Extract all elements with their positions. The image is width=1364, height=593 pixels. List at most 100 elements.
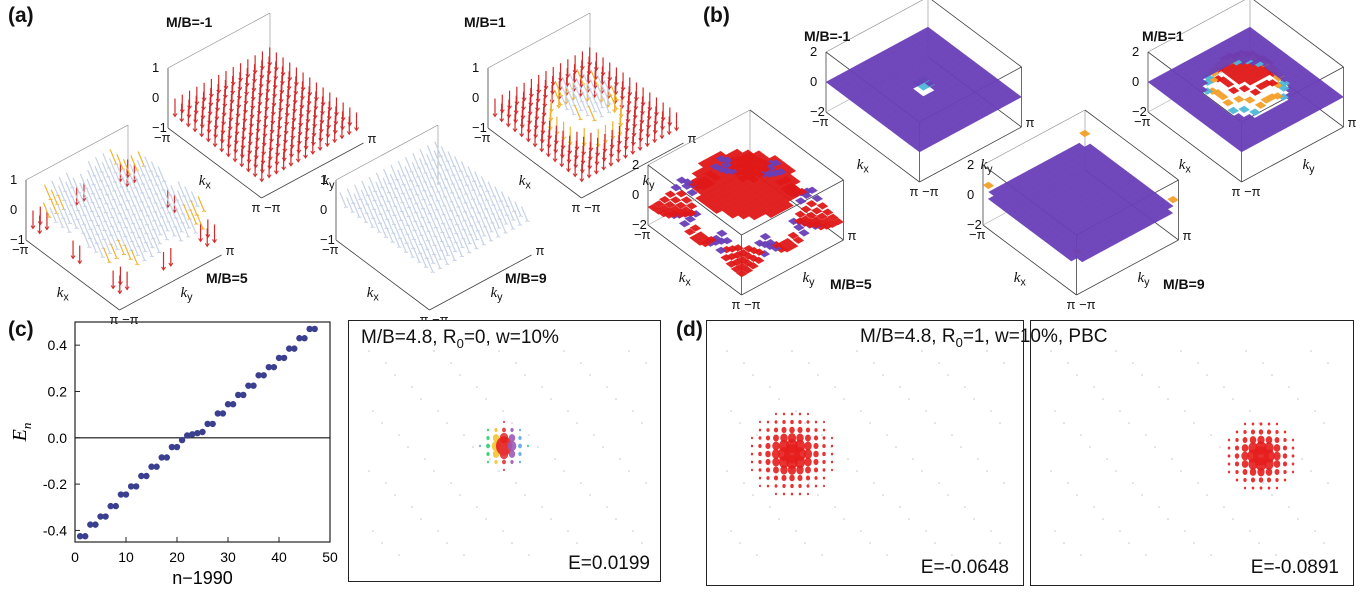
density-blob bbox=[518, 436, 522, 440]
density-blob bbox=[830, 436, 834, 440]
data-point bbox=[280, 354, 288, 362]
data-point bbox=[153, 463, 160, 470]
density-dot bbox=[450, 482, 452, 484]
data-point bbox=[184, 432, 191, 439]
density-blob bbox=[1266, 429, 1272, 435]
density-dot bbox=[769, 386, 771, 388]
density-blob bbox=[822, 436, 826, 440]
z-tick: 0 bbox=[472, 90, 480, 105]
z-tick: 1 bbox=[320, 172, 328, 187]
density-blob bbox=[478, 444, 482, 448]
density-blob bbox=[773, 434, 779, 442]
density-dot bbox=[1063, 422, 1065, 424]
density-dot bbox=[1323, 422, 1325, 424]
density-dot bbox=[847, 458, 849, 460]
density-dot bbox=[986, 350, 988, 352]
density-blob bbox=[1265, 436, 1273, 444]
density-blob bbox=[814, 428, 818, 432]
density-blob bbox=[822, 459, 826, 465]
density-dot bbox=[515, 362, 517, 364]
kx-min-label: −π bbox=[12, 242, 29, 257]
density-dot bbox=[498, 470, 500, 472]
z-tick: −1 bbox=[10, 232, 25, 247]
density-dot bbox=[606, 386, 608, 388]
density-blob bbox=[798, 419, 802, 425]
density-plot-d-right: E=-0.0891 bbox=[1030, 320, 1354, 586]
density-dot bbox=[485, 518, 487, 520]
data-point bbox=[102, 513, 109, 520]
density-dot bbox=[1314, 530, 1316, 532]
density-blob bbox=[781, 426, 787, 434]
density-blob bbox=[805, 475, 811, 481]
density-dot bbox=[1327, 482, 1329, 484]
density-blob bbox=[782, 412, 786, 416]
density-blob bbox=[780, 433, 788, 443]
density-dot bbox=[899, 386, 901, 388]
density-blob bbox=[1227, 462, 1231, 466]
density-blob bbox=[1267, 486, 1271, 490]
density-dot bbox=[947, 494, 949, 496]
density-blob bbox=[766, 476, 770, 480]
x-tick-label: 40 bbox=[271, 549, 287, 565]
data-point bbox=[92, 521, 99, 528]
density-dot bbox=[502, 410, 504, 412]
data-point bbox=[219, 410, 227, 417]
density-dot bbox=[951, 554, 953, 556]
kx-max-label: π −π bbox=[1231, 184, 1261, 199]
density-dot bbox=[1050, 350, 1052, 352]
density-dot bbox=[589, 374, 591, 376]
density-blob bbox=[1258, 429, 1264, 435]
density-blob bbox=[789, 426, 795, 434]
density-dot bbox=[1271, 374, 1273, 376]
density-blob bbox=[813, 450, 819, 458]
density-dot bbox=[567, 530, 569, 532]
kx-min-label: −π bbox=[154, 130, 171, 145]
data-point bbox=[112, 502, 120, 510]
density-blob bbox=[1241, 451, 1249, 461]
density-dot bbox=[999, 542, 1001, 544]
density-dot bbox=[1310, 470, 1312, 472]
density-blob bbox=[502, 459, 506, 465]
z-tick: 2 bbox=[1132, 44, 1140, 59]
density-dot bbox=[1171, 458, 1173, 460]
density-blob bbox=[1264, 458, 1274, 470]
density-dot bbox=[420, 398, 422, 400]
density-dot bbox=[869, 542, 871, 544]
y-tick-label: 0.0 bbox=[48, 430, 68, 446]
z-tick: −1 bbox=[472, 120, 487, 135]
data-point bbox=[168, 443, 176, 451]
density-dot bbox=[1119, 530, 1121, 532]
density-dot bbox=[908, 518, 910, 520]
data-point bbox=[275, 354, 283, 362]
density-dot bbox=[934, 542, 936, 544]
density-dot bbox=[1232, 398, 1234, 400]
density-blob bbox=[798, 492, 802, 496]
density-dot bbox=[619, 458, 621, 460]
density-dot bbox=[459, 374, 461, 376]
density-dot bbox=[472, 446, 474, 448]
data-point bbox=[286, 345, 293, 352]
data-point bbox=[245, 382, 252, 389]
density-blob bbox=[1273, 451, 1281, 461]
density-blob bbox=[1291, 470, 1295, 474]
density-dot bbox=[1167, 518, 1169, 520]
density-blob bbox=[814, 420, 818, 424]
density-dot bbox=[821, 434, 823, 436]
density-dot bbox=[908, 398, 910, 400]
density-blob bbox=[771, 449, 781, 459]
density-blob bbox=[1291, 446, 1295, 450]
kx-axis-label: kx bbox=[1013, 270, 1026, 289]
density-blob bbox=[758, 428, 762, 432]
density-dot bbox=[804, 542, 806, 544]
plot-label: M/B=5 bbox=[206, 270, 248, 286]
density-dot bbox=[756, 434, 758, 436]
density-blob bbox=[1227, 446, 1231, 450]
x-tick-label: 20 bbox=[169, 549, 185, 565]
density-blob bbox=[1283, 438, 1287, 442]
data-point bbox=[117, 491, 125, 498]
density-dot bbox=[843, 518, 845, 520]
density-dot bbox=[381, 542, 383, 544]
density-dot bbox=[1275, 434, 1277, 436]
